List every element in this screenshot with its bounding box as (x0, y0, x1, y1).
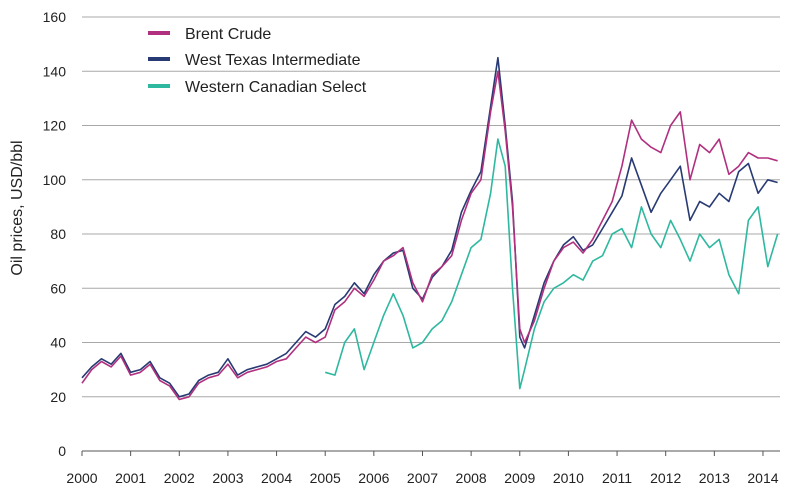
legend: Brent Crude West Texas Intermediate West… (148, 26, 367, 96)
x-tick-label: 2005 (310, 470, 341, 486)
x-tick-label: 2013 (699, 470, 730, 486)
y-tick-label: 160 (43, 9, 67, 25)
x-tick-label: 2001 (115, 470, 146, 486)
y-tick-label: 100 (43, 172, 67, 188)
x-tick-label: 2008 (456, 470, 487, 486)
y-tick-label: 0 (58, 443, 66, 459)
gridlines (82, 16, 780, 452)
x-tick-label: 2011 (602, 470, 632, 486)
series-line-wti (81, 56, 778, 398)
x-tick-label: 2007 (407, 470, 438, 486)
x-tick-label: 2003 (212, 470, 243, 486)
x-tick-label: 2014 (747, 470, 778, 486)
x-tick-label: 2004 (261, 470, 292, 486)
x-tick-label: 2009 (504, 470, 535, 486)
x-tick-label: 2012 (650, 470, 681, 486)
legend-label-wti: West Texas Intermediate (185, 52, 361, 69)
x-tick-label: 2000 (66, 470, 97, 486)
y-tick-label: 120 (43, 118, 67, 134)
y-tick-label: 40 (50, 335, 66, 351)
legend-label-wcs: Western Canadian Select (185, 79, 367, 96)
series-line-brent (81, 70, 778, 401)
y-tick-label: 60 (50, 280, 66, 296)
series-lines (81, 56, 779, 401)
y-axis-ticks: 0 20 40 60 80 100 120 140 160 (43, 9, 67, 459)
y-tick-label: 80 (50, 226, 66, 242)
x-tick-label: 2010 (553, 470, 584, 486)
y-tick-label: 140 (43, 63, 67, 79)
y-axis-label: Oil prices, USD/bbl (9, 140, 26, 275)
x-tick-label: 2006 (358, 470, 389, 486)
x-axis-ticks: 2000 2001 2002 2003 2004 2005 2006 2007 2008 2009… (66, 451, 779, 486)
x-tick-label: 2002 (164, 470, 195, 486)
legend-label-brent: Brent Crude (185, 26, 271, 43)
y-tick-label: 20 (50, 389, 66, 405)
series-line-wcs (324, 138, 779, 390)
